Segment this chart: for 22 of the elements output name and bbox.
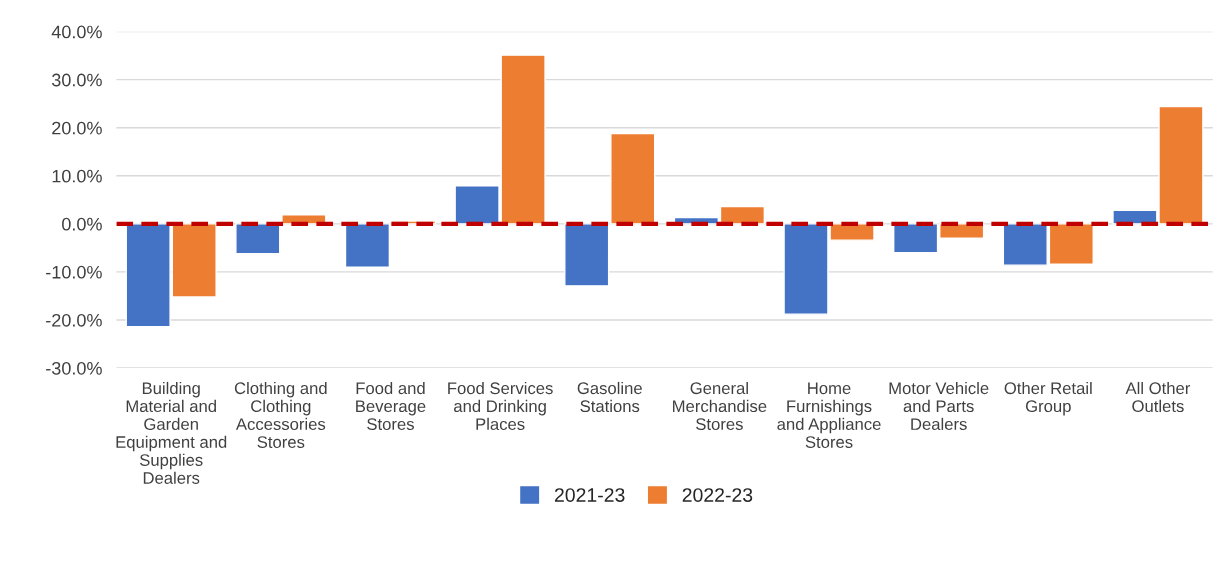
y-tick-label: 40.0% xyxy=(51,25,102,39)
x-tick-label: Other Retail Group xyxy=(1004,381,1092,416)
y-tick-label: -20.0% xyxy=(46,313,102,327)
y-tick-label: 20.0% xyxy=(52,121,102,135)
x-tick-label: Food and Beverage Stores xyxy=(356,381,426,431)
x-tick-label: Building Material and Garden Equipment and Supplies Dealers xyxy=(116,381,227,484)
legend-label: 2021-23 xyxy=(554,488,625,502)
y-tick-label: 0.0% xyxy=(62,217,102,231)
x-tick-label: General Merchandise Stores xyxy=(673,381,767,431)
x-tick-label: Gasoline Stations xyxy=(577,381,642,413)
bar xyxy=(344,223,391,268)
y-tick-label: -10.0% xyxy=(46,265,102,279)
y-tick-label: 10.0% xyxy=(52,169,102,183)
x-tick-label: All Other Outlets xyxy=(1125,381,1191,413)
y-tick-label: 30.0% xyxy=(51,73,102,87)
x-tick-label: Clothing and Clothing Accessories Stores xyxy=(234,381,327,448)
bar xyxy=(235,223,281,255)
x-tick-label: Home Furnishings and Appliance Stores xyxy=(777,382,881,448)
x-tick-label: Motor Vehicle and Parts Dealers xyxy=(889,381,989,431)
legend-label: 2022-23 xyxy=(682,488,753,502)
x-tick-label: Food Services and Drinking Places xyxy=(448,381,553,431)
y-tick-label: -30.0% xyxy=(46,361,102,375)
